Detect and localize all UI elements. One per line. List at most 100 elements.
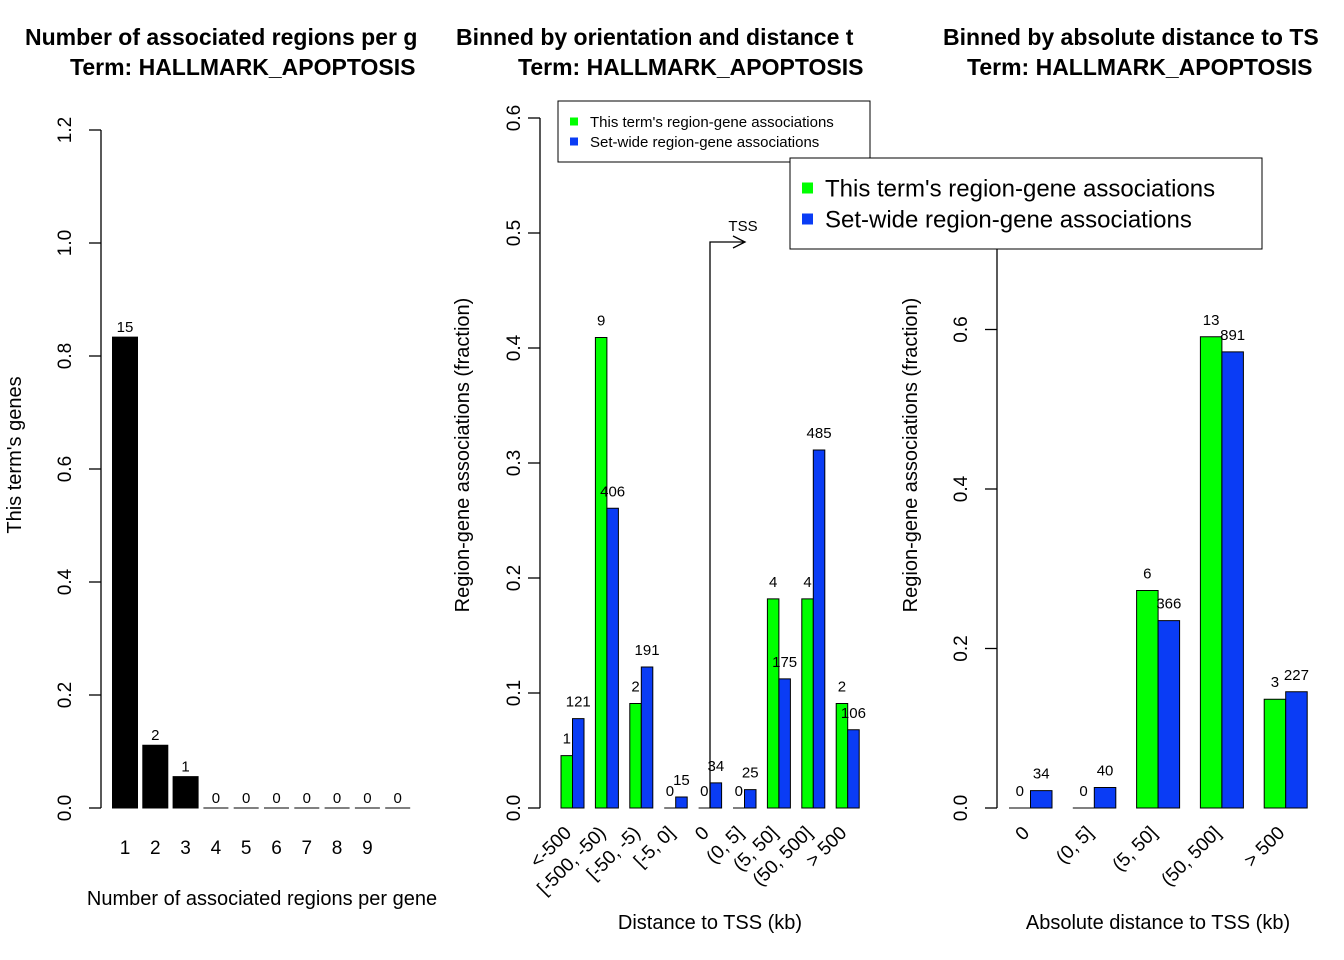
- legend-label: This term's region-gene associations: [825, 176, 1215, 203]
- y-tick-label: 0.0: [504, 795, 525, 821]
- bar: [766, 598, 780, 809]
- y-tick-label: 0.2: [951, 635, 972, 661]
- tss-arrow: [709, 235, 747, 808]
- x-tick-label: 5: [241, 838, 252, 859]
- count-label: 0: [242, 790, 250, 807]
- bar: [1199, 336, 1223, 809]
- legend-label: Set-wide region-gene associations: [825, 207, 1192, 234]
- y-axis-title: Region-gene associations (fraction): [900, 298, 922, 613]
- x-tick-label: 0: [1012, 823, 1034, 845]
- legend-box: [789, 157, 1263, 250]
- bar: [172, 776, 199, 809]
- count-label: 34: [1033, 766, 1050, 783]
- count-label: 106: [841, 705, 866, 722]
- count-label: 4: [769, 574, 777, 591]
- y-tick-label: 0.1: [504, 680, 525, 706]
- bar: [801, 598, 814, 809]
- count-label: 0: [363, 790, 371, 807]
- y-axis-title: This term's genes: [4, 376, 26, 533]
- count-label: 227: [1284, 667, 1309, 684]
- count-label: 0: [333, 790, 341, 807]
- bar: [778, 678, 791, 809]
- count-label: 0: [272, 790, 280, 807]
- count-label: 15: [117, 319, 134, 336]
- count-label: 0: [700, 783, 708, 800]
- y-tick-label: 0.4: [504, 334, 525, 361]
- y-tick-label: 1.0: [55, 230, 76, 256]
- y-tick-label: 0.2: [504, 565, 525, 591]
- count-label: 191: [635, 642, 660, 659]
- x-tick-label: (50, 500]: [1158, 823, 1226, 891]
- count-label: 3: [1271, 674, 1279, 691]
- bar: [606, 507, 619, 809]
- y-tick-label: 0.6: [504, 105, 525, 131]
- y-tick-label: 1.2: [55, 117, 76, 143]
- legend-swatch: [570, 137, 578, 146]
- legend-label: This term's region-gene associations: [590, 114, 834, 131]
- x-tick-label: (5, 50]: [1109, 823, 1162, 876]
- x-tick-label: > 500: [802, 823, 851, 872]
- chart-subtitle: Term: HALLMARK_APOPTOSIS: [518, 54, 863, 80]
- count-label: 9: [597, 313, 605, 330]
- x-axis-title: Distance to TSS (kb): [618, 912, 802, 934]
- count-label: 2: [631, 678, 639, 695]
- bar: [1221, 351, 1244, 809]
- chart-title: Binned by orientation and distance t: [456, 24, 854, 50]
- legend: This term's region-gene associations Set-…: [789, 157, 1263, 250]
- legend: This term's region-gene associations Set-…: [557, 100, 871, 163]
- count-label: 0: [1079, 783, 1087, 800]
- count-label: 0: [666, 783, 674, 800]
- count-label: 6: [1143, 566, 1151, 583]
- count-label: 406: [600, 483, 625, 500]
- bar: [142, 744, 169, 809]
- x-tick-label: 1: [120, 838, 131, 859]
- x-tick-label: 3: [180, 838, 191, 859]
- y-tick-label: 0.4: [55, 568, 76, 595]
- x-tick-label: (0, 5]: [1052, 823, 1097, 868]
- count-label: 0: [1016, 783, 1024, 800]
- bar: [847, 729, 860, 809]
- bar: [1136, 590, 1159, 809]
- x-tick-label: 7: [302, 838, 313, 859]
- bar: [1030, 790, 1053, 809]
- x-tick-label: 2: [150, 838, 161, 859]
- y-tick-label: 0.0: [55, 795, 76, 821]
- legend-label: Set-wide region-gene associations: [590, 134, 819, 151]
- bar: [835, 702, 849, 809]
- count-label: 2: [838, 678, 846, 695]
- count-label: 485: [807, 425, 832, 442]
- count-label: 15: [673, 772, 690, 789]
- count-label: 0: [303, 790, 311, 807]
- y-tick-label: 0.2: [55, 682, 76, 708]
- bar: [112, 336, 138, 809]
- bar: [629, 702, 642, 809]
- count-label: 0: [212, 790, 220, 807]
- count-label: 891: [1220, 327, 1245, 344]
- y-tick-label: 0.8: [55, 343, 76, 369]
- x-tick-label: 9: [362, 838, 373, 859]
- x-axis-title: Number of associated regions per gene: [87, 888, 437, 910]
- chart-title: Binned by absolute distance to TS: [943, 24, 1319, 50]
- y-tick-label: 0.5: [504, 220, 525, 246]
- bar: [812, 449, 826, 809]
- tss-label: TSS: [728, 218, 757, 235]
- count-label: 366: [1156, 596, 1181, 613]
- chart-subtitle: Term: HALLMARK_APOPTOSIS: [70, 54, 415, 80]
- count-label: 175: [772, 654, 797, 671]
- chart-subtitle: Term: HALLMARK_APOPTOSIS: [967, 54, 1312, 80]
- x-tick-label: 0: [691, 823, 713, 845]
- bar: [640, 666, 654, 809]
- y-tick-label: 0.6: [55, 456, 76, 482]
- x-tick-label: 6: [271, 838, 282, 859]
- legend-box: [557, 100, 871, 163]
- legend-swatch: [802, 182, 813, 194]
- bar: [1093, 787, 1117, 809]
- chart-title: Number of associated regions per g: [25, 24, 417, 50]
- bar: [709, 782, 723, 809]
- bar: [744, 789, 757, 809]
- count-label: 13: [1203, 312, 1220, 329]
- count-label: 25: [742, 765, 759, 782]
- y-axis-title: Region-gene associations (fraction): [452, 298, 474, 613]
